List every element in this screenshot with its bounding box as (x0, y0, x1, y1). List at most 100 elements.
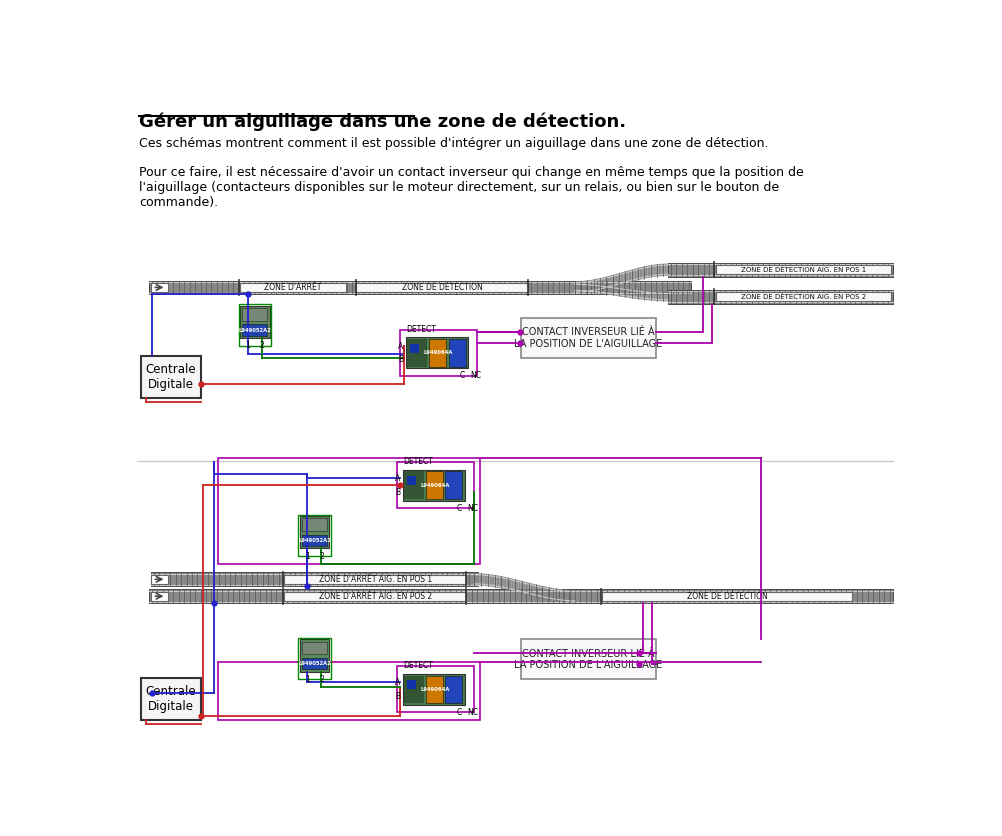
Polygon shape (599, 284, 601, 294)
Polygon shape (496, 575, 498, 588)
Polygon shape (620, 288, 621, 297)
Polygon shape (642, 267, 643, 279)
Polygon shape (631, 289, 632, 298)
Polygon shape (576, 283, 577, 292)
Polygon shape (595, 278, 596, 292)
Polygon shape (499, 576, 501, 589)
Polygon shape (580, 281, 582, 293)
Polygon shape (632, 268, 634, 282)
Polygon shape (501, 576, 503, 589)
Text: A: A (395, 678, 400, 687)
Polygon shape (659, 292, 661, 301)
Polygon shape (588, 283, 590, 293)
FancyBboxPatch shape (406, 476, 416, 486)
Polygon shape (604, 285, 606, 294)
Polygon shape (595, 284, 596, 293)
FancyBboxPatch shape (715, 265, 890, 274)
Text: Centrale
Digitale: Centrale Digitale (145, 685, 196, 713)
FancyBboxPatch shape (445, 675, 462, 703)
Text: A: A (395, 474, 400, 483)
FancyBboxPatch shape (667, 290, 892, 303)
Polygon shape (576, 281, 577, 293)
Polygon shape (567, 590, 569, 602)
FancyBboxPatch shape (284, 592, 466, 601)
FancyBboxPatch shape (302, 534, 327, 546)
Polygon shape (651, 291, 653, 301)
Polygon shape (557, 589, 559, 601)
Polygon shape (635, 289, 637, 299)
Polygon shape (624, 271, 626, 283)
Text: L949064A: L949064A (420, 687, 450, 692)
FancyBboxPatch shape (667, 263, 892, 277)
Polygon shape (579, 283, 580, 292)
FancyBboxPatch shape (406, 338, 468, 369)
Polygon shape (637, 290, 639, 299)
Polygon shape (654, 264, 656, 277)
Polygon shape (590, 283, 591, 293)
Polygon shape (555, 589, 557, 601)
Polygon shape (662, 292, 664, 301)
FancyBboxPatch shape (356, 283, 528, 292)
Text: B: B (395, 487, 400, 497)
Text: L949064A: L949064A (420, 483, 450, 488)
Text: 1: 1 (305, 675, 310, 684)
Text: C: C (459, 371, 465, 380)
Polygon shape (582, 281, 584, 293)
Polygon shape (511, 579, 513, 591)
Text: L949052A2: L949052A2 (298, 538, 331, 543)
Polygon shape (657, 292, 659, 301)
Polygon shape (648, 265, 650, 278)
Polygon shape (629, 288, 631, 298)
Text: ZONE DE DÉTECTION AIG. EN POS 1: ZONE DE DÉTECTION AIG. EN POS 1 (740, 267, 866, 273)
Polygon shape (475, 573, 477, 585)
FancyBboxPatch shape (715, 292, 890, 301)
Polygon shape (521, 581, 523, 594)
Polygon shape (582, 283, 584, 293)
Polygon shape (508, 578, 509, 590)
Polygon shape (661, 292, 662, 301)
Polygon shape (661, 263, 662, 276)
Polygon shape (601, 285, 602, 294)
Text: C: C (456, 708, 462, 716)
Polygon shape (609, 286, 610, 295)
FancyBboxPatch shape (140, 678, 201, 720)
Polygon shape (584, 283, 585, 293)
Polygon shape (640, 267, 642, 279)
Polygon shape (587, 280, 588, 293)
Polygon shape (656, 292, 657, 301)
FancyBboxPatch shape (148, 589, 892, 603)
Polygon shape (585, 283, 587, 293)
Polygon shape (547, 587, 549, 599)
Polygon shape (664, 292, 665, 301)
Text: DETECT: DETECT (403, 661, 432, 670)
Polygon shape (651, 265, 653, 278)
Polygon shape (523, 581, 525, 594)
Polygon shape (591, 283, 593, 293)
Polygon shape (537, 584, 538, 598)
Polygon shape (477, 573, 479, 585)
Polygon shape (494, 575, 496, 588)
Polygon shape (601, 278, 602, 290)
Polygon shape (535, 584, 537, 597)
Polygon shape (628, 288, 629, 298)
FancyBboxPatch shape (150, 574, 167, 584)
Polygon shape (484, 573, 486, 586)
Polygon shape (530, 583, 532, 596)
Polygon shape (607, 285, 609, 295)
Polygon shape (621, 272, 623, 284)
Polygon shape (642, 290, 643, 300)
Text: Gérer un aiguillage dans une zone de détection.: Gérer un aiguillage dans une zone de dét… (139, 113, 626, 131)
Polygon shape (639, 268, 640, 280)
FancyBboxPatch shape (410, 344, 419, 353)
Polygon shape (532, 584, 533, 596)
Text: B: B (398, 355, 403, 364)
Polygon shape (606, 285, 607, 295)
Polygon shape (645, 266, 646, 278)
Polygon shape (486, 573, 487, 586)
Polygon shape (640, 290, 642, 299)
Polygon shape (626, 288, 628, 298)
FancyBboxPatch shape (150, 283, 167, 292)
Polygon shape (540, 585, 542, 599)
Polygon shape (618, 287, 620, 297)
Polygon shape (526, 582, 528, 595)
